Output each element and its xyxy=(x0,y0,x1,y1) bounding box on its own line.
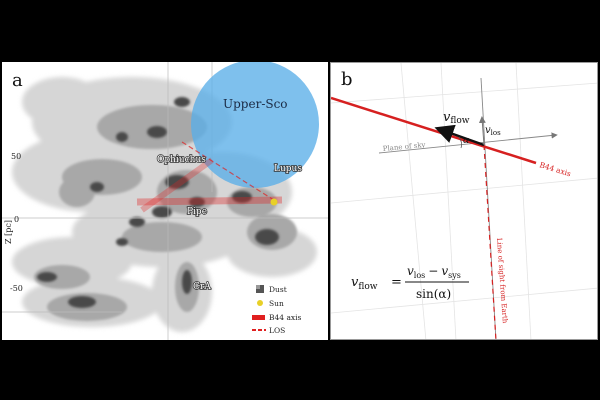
b44-axis-band-2 xyxy=(140,157,214,213)
label-ophiuchus: Ophiuchus xyxy=(157,155,206,165)
b44-axis-label: B44 axis xyxy=(538,160,572,178)
alpha-label: α xyxy=(463,136,469,146)
label-upper-sco: Upper-Sco xyxy=(223,97,288,111)
y-tick-50: 50 xyxy=(11,152,21,161)
formula-denominator: sin(α) xyxy=(416,287,451,301)
legend-b44-swatch xyxy=(252,315,265,320)
formula-lhs: vflow xyxy=(351,275,378,292)
flow-velocity-formula: vflow = vlos − vsys sin(α) xyxy=(351,264,469,301)
upper-sco-circle xyxy=(191,62,319,188)
faint-grid xyxy=(331,63,597,339)
plane-of-sky-label: Plane of sky xyxy=(382,141,425,153)
sun-marker xyxy=(270,198,278,206)
line-of-sight-dashed xyxy=(483,144,497,339)
dust-cloud-dark xyxy=(37,97,279,308)
b44-axis-band xyxy=(136,196,283,206)
legend: Dust Sun B44 axis LOS xyxy=(252,285,302,335)
panel-b-geometry: b vflow vlos α Plane of sky B44 axis Lin… xyxy=(330,62,598,340)
legend-dust-label: Dust xyxy=(269,285,287,294)
plane-of-sky-line xyxy=(378,132,558,154)
v-flow-arrow xyxy=(434,124,485,147)
geometry-diagram: b vflow vlos α Plane of sky B44 axis Lin… xyxy=(331,63,597,339)
y-tick-minus-50: -50 xyxy=(10,284,23,293)
label-cra: CrA xyxy=(193,282,211,292)
formula-numerator: vlos − vsys xyxy=(407,264,461,280)
line-of-sight-label: Line of sight from Earth xyxy=(495,238,509,324)
panel-b-letter: b xyxy=(341,69,353,90)
label-pipe: Pipe xyxy=(187,207,207,217)
legend-sun-label: Sun xyxy=(269,299,284,308)
legend-sun-swatch xyxy=(257,300,263,306)
legend-los-label: LOS xyxy=(269,326,285,335)
b44-axis-line xyxy=(331,96,537,165)
y-axis-label: Z [pc] xyxy=(4,220,13,244)
dust-map-canvas: a Z [pc] 50 0 -50 Upper-Sco Ophiuchus Lu… xyxy=(2,62,328,340)
v-los-label: vlos xyxy=(485,125,501,137)
alpha-arc xyxy=(458,136,463,149)
v-flow-label: vflow xyxy=(443,110,470,126)
label-lupus: Lupus xyxy=(274,164,302,174)
v-los-arrow xyxy=(478,116,486,146)
panel-a-dust-map: a Z [pc] 50 0 -50 Upper-Sco Ophiuchus Lu… xyxy=(2,62,328,340)
formula-equals: = xyxy=(391,275,402,290)
legend-b44-label: B44 axis xyxy=(269,313,302,322)
y-tick-0: 0 xyxy=(14,215,19,224)
panel-a-letter: a xyxy=(12,70,23,91)
los-dashed-line xyxy=(181,141,278,203)
